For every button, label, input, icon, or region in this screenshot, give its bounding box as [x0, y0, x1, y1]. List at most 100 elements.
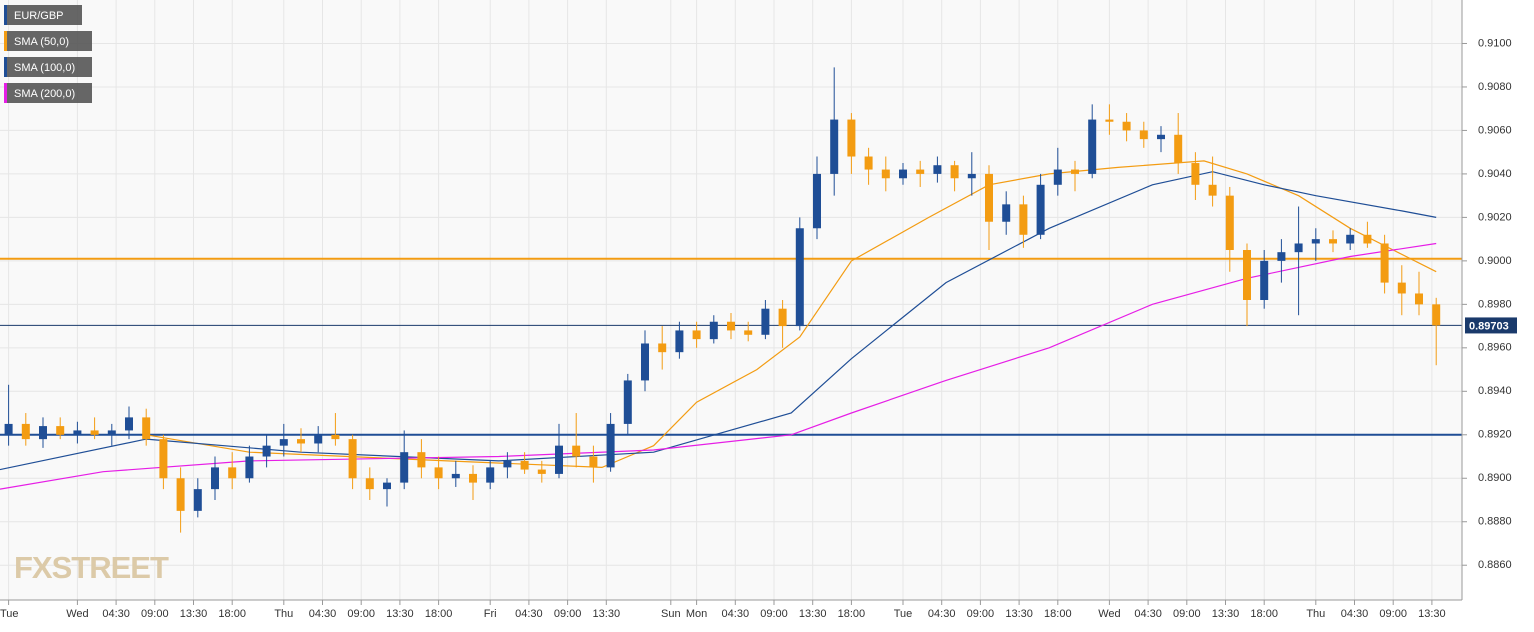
candle-body: [899, 169, 907, 179]
x-tick-label: 04:30: [928, 608, 956, 620]
candle-body: [709, 321, 718, 340]
candle-body: [795, 228, 804, 327]
x-tick-label: Tue: [894, 608, 913, 620]
x-tick-label: 18:00: [1250, 608, 1278, 620]
x-tick-label: 18:00: [425, 608, 453, 620]
candle-body: [1346, 234, 1355, 244]
x-tick-label: 09:00: [141, 608, 169, 620]
candle-body: [1311, 239, 1320, 244]
candle-body: [1363, 234, 1372, 244]
x-tick-label: 09:00: [1173, 608, 1201, 620]
candle-body: [228, 467, 237, 479]
candle-body: [520, 460, 529, 470]
candle-body: [469, 473, 477, 483]
candle-body: [1294, 243, 1303, 253]
candle-body: [297, 439, 305, 444]
candle-body: [1002, 204, 1011, 222]
candle-body: [1071, 169, 1079, 174]
legend-swatch: [4, 31, 7, 51]
plot-area: [0, 0, 1462, 600]
legend-label: EUR/GBP: [14, 10, 64, 22]
candle-body: [56, 426, 65, 435]
candle-body: [641, 343, 649, 381]
x-tick-label: Wed: [66, 608, 88, 620]
candle-body: [348, 439, 357, 479]
candle-body: [1191, 163, 1200, 185]
x-tick-label: Fri: [484, 608, 497, 620]
candle-body: [589, 456, 598, 468]
candle-body: [90, 430, 99, 435]
candle-body: [572, 445, 581, 457]
x-tick-label: 18:00: [1044, 608, 1072, 620]
candle-body: [830, 119, 839, 174]
y-tick-label: 0.9100: [1478, 37, 1512, 49]
y-tick-label: 0.8920: [1478, 429, 1512, 441]
candle-body: [1053, 169, 1062, 185]
candle-body: [1329, 239, 1337, 244]
y-tick-label: 0.9000: [1478, 255, 1512, 267]
legend-label: SMA (100,0): [14, 62, 75, 74]
x-tick-label: 04:30: [102, 608, 130, 620]
candle-body: [744, 330, 753, 335]
candle-body: [142, 417, 151, 440]
candle-body: [176, 478, 185, 511]
legend-box: [4, 31, 92, 51]
legend: EUR/GBP SMA (50,0) SMA (100,0) SMA (200,0): [4, 5, 92, 103]
candle-body: [1105, 119, 1114, 122]
candle-body: [1174, 134, 1183, 164]
y-tick-label: 0.8980: [1478, 298, 1512, 310]
candle-body: [1243, 250, 1251, 300]
y-tick-label: 0.8940: [1478, 385, 1512, 397]
candle-body: [1277, 252, 1286, 261]
x-tick-label: 04:30: [309, 608, 337, 620]
x-tick-label: 09:00: [967, 608, 995, 620]
candles: [4, 67, 1441, 533]
candle-body: [933, 165, 942, 174]
x-tick-label: 18:00: [218, 608, 246, 620]
candle-body: [950, 165, 959, 179]
x-tick-label: 09:00: [347, 608, 375, 620]
candle-body: [4, 423, 13, 435]
x-tick-label: Wed: [1098, 608, 1120, 620]
legend-label: SMA (200,0): [14, 88, 75, 100]
x-tick-label: Thu: [1306, 608, 1325, 620]
x-tick-label: 13:30: [799, 608, 827, 620]
candle-body: [159, 439, 168, 479]
candle-body: [125, 417, 133, 431]
candle-body: [658, 343, 667, 353]
candle-body: [967, 173, 976, 179]
candle-body: [245, 456, 254, 479]
candle-body: [606, 423, 615, 468]
candle-body: [503, 460, 512, 468]
candle-body: [1225, 195, 1234, 250]
candle-body: [21, 423, 30, 440]
legend-swatch: [4, 83, 7, 103]
candle-body: [211, 467, 219, 490]
x-tick-label: 13:30: [386, 608, 414, 620]
y-tick-label: 0.8880: [1478, 516, 1512, 528]
candle-body: [985, 173, 993, 222]
y-tick-label: 0.8900: [1478, 472, 1512, 484]
y-tick-label: 0.8860: [1478, 559, 1512, 571]
candle-body: [916, 169, 925, 174]
x-tick-label: Thu: [274, 608, 293, 620]
x-tick-label: 09:00: [1379, 608, 1407, 620]
candle-body: [864, 156, 873, 170]
y-tick-label: 0.9020: [1478, 211, 1512, 223]
watermark: FXSTREET: [14, 550, 169, 585]
x-tick-label: 04:30: [1134, 608, 1162, 620]
candle-body: [881, 169, 890, 179]
candle-body: [365, 478, 374, 490]
price-label: 0.89703: [1469, 320, 1509, 332]
price-label-box: [1465, 317, 1517, 334]
candle-body: [727, 321, 735, 331]
candle-body: [1208, 184, 1217, 196]
legend-label: SMA (50,0): [14, 36, 69, 48]
x-tick-label: 18:00: [838, 608, 866, 620]
x-tick-label: 04:30: [722, 608, 750, 620]
candle-body: [486, 467, 495, 483]
x-tick-label: Mon: [686, 608, 707, 620]
candle-body: [847, 119, 856, 157]
sma-line: [0, 171, 1437, 471]
